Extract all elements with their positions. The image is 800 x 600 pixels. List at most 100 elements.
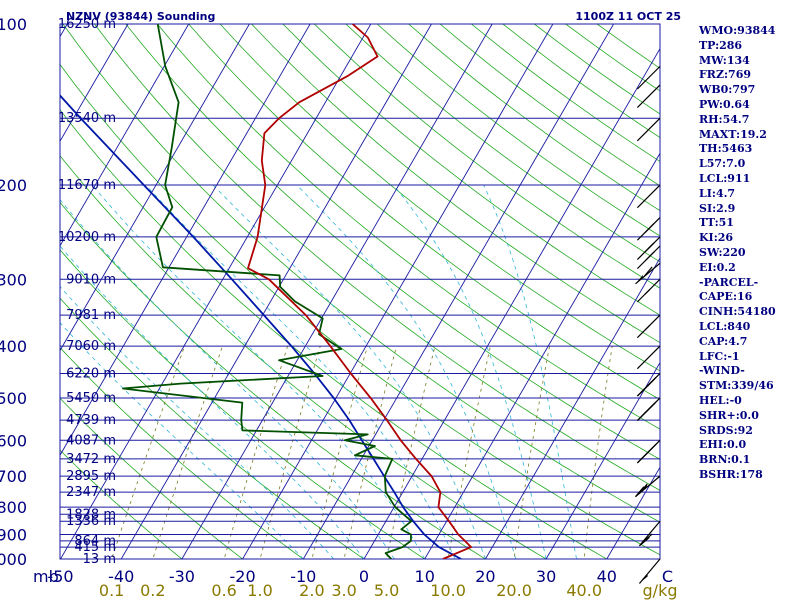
- dry-adiabat: [188, 24, 660, 401]
- temperature-tick-label: -10: [290, 567, 316, 586]
- dry-adiabat: [60, 397, 244, 559]
- stat-row: PW:0.64: [699, 97, 750, 111]
- pressure-tick-label: 800: [0, 498, 27, 517]
- dry-adiabat: [60, 63, 660, 556]
- mixing-ratio-label: 0.2: [140, 581, 165, 600]
- dry-adiabat: [60, 449, 183, 559]
- dry-adiabat: [94, 24, 660, 491]
- station-title: NZNV (93844) Sounding: [66, 10, 215, 23]
- moist-adiabat: [60, 285, 334, 559]
- moist-adiabat: [145, 184, 456, 559]
- mixing-ratio-label: 3.0: [331, 581, 356, 600]
- wind-barb: [635, 262, 661, 285]
- isobars: [59, 23, 661, 560]
- stat-row: STM:339/46: [699, 379, 774, 393]
- dry-adiabat: [60, 109, 608, 559]
- height-label: 13 m: [83, 552, 116, 567]
- wind-barb: [636, 117, 661, 142]
- stat-row: HEL:-0: [699, 393, 742, 407]
- temperature-tick-label: 40: [597, 567, 617, 586]
- mixing-ratio-labels: 0.1 0.2 0.6 1.0 2.0 3.0 5.0 10.0 20.0 40.0 g/kg: [99, 581, 678, 600]
- temperature-tick-label: 0: [359, 567, 369, 586]
- pressure-tick-label: 200: [0, 176, 27, 195]
- temperature-tick-label: -30: [169, 567, 195, 586]
- stat-row: MW:134: [699, 53, 750, 67]
- height-label: 1336 m: [66, 514, 116, 529]
- height-label: 16250 m: [58, 17, 116, 32]
- stat-row: LCL:840: [699, 319, 751, 333]
- mixing-ratio-lines: [111, 345, 613, 559]
- temperature-trace: [247, 24, 472, 559]
- temperature-tick-label: 30: [536, 567, 556, 586]
- height-label: 2895 m: [66, 469, 116, 484]
- height-label: 2347 m: [66, 485, 116, 500]
- wind-barb: [636, 439, 661, 464]
- pressure-tick-labels: 100 200 300 400 500 600 700 800 900 1000: [0, 15, 27, 569]
- stat-row: SRDS:92: [699, 423, 753, 437]
- isotherm: [606, 466, 660, 559]
- height-label: 415 m: [74, 540, 116, 555]
- temperature-tick-label: C: [662, 567, 673, 586]
- mixing-ratio-label: 1.0: [247, 581, 272, 600]
- temperature-tick-labels: mb-50 -40 -30 -20 -10 0 10 20 30 40 C: [33, 567, 673, 586]
- dry-adiabat: [60, 347, 304, 559]
- stat-row: CAP:4.7: [699, 334, 748, 348]
- mixing-ratio-label: 20.0: [496, 581, 532, 600]
- pressure-tick-label: 500: [0, 389, 27, 408]
- isotherm: [484, 257, 660, 559]
- stat-row: CAPE:16: [699, 290, 753, 304]
- height-label: 9010 m: [66, 272, 116, 287]
- isotherm: [60, 24, 372, 559]
- stats-panel: WMO:93844 TP:286 MW:134 FRZ:769 WB0:797 PW:0.…: [699, 24, 799, 483]
- stat-row: SHR+:0.0: [699, 408, 759, 422]
- height-label: 1828 m: [66, 507, 116, 522]
- pressure-tick-label: 300: [0, 270, 27, 289]
- isotherm: [424, 152, 660, 559]
- mixing-ratio-line: [111, 345, 185, 559]
- dry-adiabat: [156, 24, 660, 430]
- stat-row: LFC:-1: [699, 349, 740, 363]
- wind-barb: [636, 397, 661, 422]
- isotherm: [363, 47, 660, 559]
- isotherm: [181, 24, 493, 559]
- isotherm: [242, 24, 554, 559]
- isotherm: [545, 361, 660, 559]
- stat-row: EI:0.2: [699, 260, 736, 274]
- mixing-ratio-line: [583, 346, 613, 559]
- isotherm: [60, 24, 311, 457]
- isotherm: [302, 24, 615, 559]
- wind-barb: [636, 217, 661, 241]
- wind-barb: [636, 236, 661, 260]
- stat-row: -WIND-: [699, 364, 745, 378]
- wind-barb: [636, 184, 661, 209]
- isotherm: [60, 24, 250, 352]
- mixing-ratio-label: 40.0: [566, 581, 602, 600]
- wind-barb: [636, 345, 661, 370]
- stat-row: SW:220: [699, 245, 746, 259]
- mixing-ratio-label: 2.0: [299, 581, 324, 600]
- temperature-tick-label: -20: [230, 567, 256, 586]
- stat-row: TH:5463: [699, 142, 753, 156]
- pressure-tick-label: 700: [0, 467, 27, 486]
- observation-time: 1100Z 11 OCT 25: [575, 10, 681, 23]
- pressure-tick-label: 400: [0, 337, 27, 356]
- height-label: 7060 m: [66, 339, 116, 354]
- dry-adiabat: [60, 155, 547, 559]
- mixing-ratio-line: [223, 345, 288, 559]
- height-label: 10200 m: [58, 230, 116, 245]
- profiles: [60, 24, 472, 559]
- mixing-ratio-label: 5.0: [374, 581, 399, 600]
- pressure-tick-label: 600: [0, 431, 27, 450]
- height-label: 4087 m: [66, 433, 116, 448]
- mixing-ratio-line: [513, 346, 550, 559]
- height-label: 7981 m: [66, 308, 116, 323]
- temperature-tick-label: -40: [108, 567, 134, 586]
- stat-row: BRN:0.1: [699, 453, 751, 467]
- stat-row: EHI:0.0: [699, 438, 747, 452]
- height-label: 3472 m: [66, 452, 116, 467]
- height-label: 4739 m: [66, 413, 116, 428]
- wind-barb: [636, 245, 661, 270]
- dry-adiabat: [62, 24, 660, 523]
- dry-adiabat: [219, 24, 660, 372]
